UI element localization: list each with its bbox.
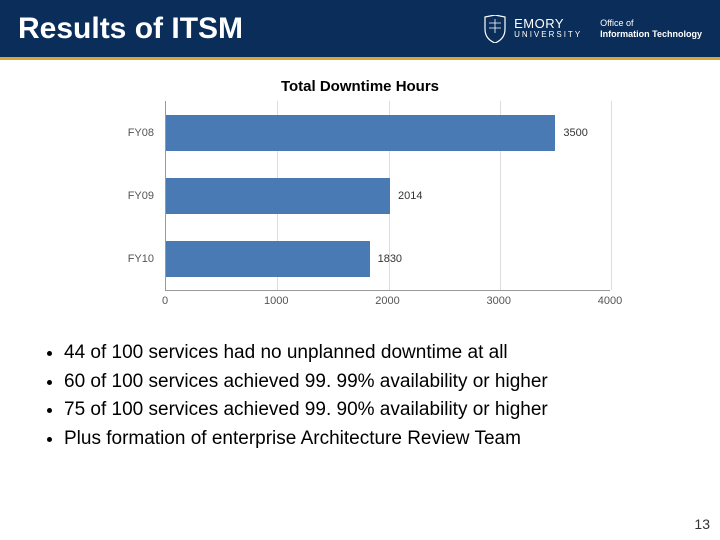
x-tick-label: 3000 xyxy=(487,295,511,307)
x-tick-label: 0 xyxy=(162,295,168,307)
y-tick-label: FY10 xyxy=(128,253,154,265)
x-tick-label: 1000 xyxy=(264,295,288,307)
bullet-list: 44 of 100 services had no unplanned down… xyxy=(40,339,720,453)
university-sub: UNIVERSITY xyxy=(514,31,582,40)
office-text: Office of Information Technology xyxy=(600,18,702,40)
bullet-item: Plus formation of enterprise Architectur… xyxy=(64,425,720,454)
x-tick-label: 2000 xyxy=(375,295,399,307)
bullet-item: 44 of 100 services had no unplanned down… xyxy=(64,339,720,368)
bar-value-label: 2014 xyxy=(398,190,422,202)
bullet-item: 75 of 100 services achieved 99. 90% avai… xyxy=(64,396,720,425)
office-line1: Office of xyxy=(600,18,633,28)
bar-value-label: 1830 xyxy=(378,253,402,265)
slide-title: Results of ITSM xyxy=(18,12,243,46)
chart-plot: FY08FY09FY10 350020141830 01000200030004… xyxy=(110,101,610,311)
bar xyxy=(166,115,555,151)
y-axis-labels: FY08 FY09 FY10 xyxy=(110,101,160,291)
bar-value-label: 3500 xyxy=(563,127,587,139)
shield-icon xyxy=(484,15,506,43)
bullet-item: 60 of 100 services achieved 99. 99% avai… xyxy=(64,368,720,397)
bar xyxy=(166,241,370,277)
plot-inner: 3500 2014 1830 xyxy=(165,101,610,291)
chart-title: Total Downtime Hours xyxy=(110,78,610,95)
logo-block: EMORY UNIVERSITY Office of Information T… xyxy=(484,15,702,43)
x-tick-label: 4000 xyxy=(598,295,622,307)
university-name: EMORY xyxy=(514,17,582,31)
page-number: 13 xyxy=(694,516,710,532)
y-tick-label: FY09 xyxy=(128,190,154,202)
gridline xyxy=(611,101,612,290)
slide-header: Results of ITSM EMORY UNIVERSITY Office … xyxy=(0,0,720,60)
office-line2: Information Technology xyxy=(600,29,702,39)
bar xyxy=(166,178,390,214)
x-axis-labels: 01000200030004000 xyxy=(165,295,610,311)
chart-area: Total Downtime Hours FY08 FY09 FY10 3500 20… xyxy=(110,78,610,311)
university-name-block: EMORY UNIVERSITY xyxy=(514,17,582,40)
y-tick-label: FY08 xyxy=(128,127,154,139)
